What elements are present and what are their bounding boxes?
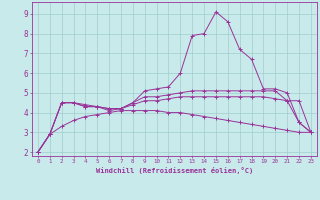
X-axis label: Windchill (Refroidissement éolien,°C): Windchill (Refroidissement éolien,°C) [96,167,253,174]
